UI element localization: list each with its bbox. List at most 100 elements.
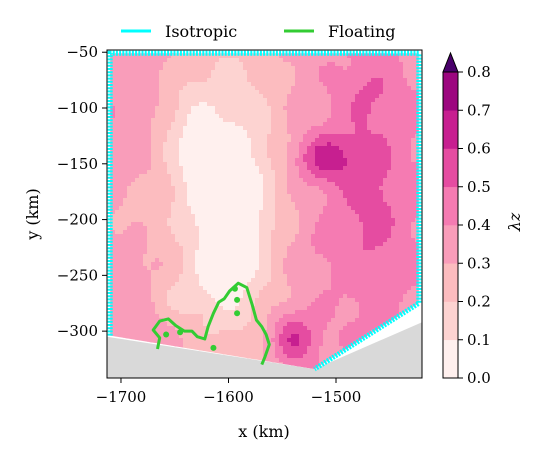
heatmap-cell — [307, 102, 312, 107]
heatmap-cell — [307, 58, 312, 63]
heatmap-cell — [115, 286, 120, 291]
heatmap-cell — [235, 242, 240, 247]
heatmap-cell — [167, 250, 172, 255]
heatmap-cell — [195, 182, 200, 187]
heatmap-cell — [239, 110, 244, 115]
heatmap-cell — [259, 278, 264, 283]
heatmap-cell — [239, 162, 244, 167]
heatmap-cell — [339, 314, 344, 319]
heatmap-cell — [299, 130, 304, 135]
heatmap-cell — [111, 122, 116, 127]
heatmap-cell — [207, 342, 212, 347]
heatmap-cell — [175, 94, 180, 99]
heatmap-cell — [135, 306, 140, 311]
heatmap-cell — [183, 318, 188, 323]
heatmap-cell — [287, 254, 292, 259]
heatmap-cell — [219, 170, 224, 175]
heatmap-cell — [119, 154, 124, 159]
heatmap-cell — [227, 166, 232, 171]
heatmap-cell — [111, 310, 116, 315]
heatmap-cell — [115, 302, 120, 307]
heatmap-cell — [159, 66, 164, 71]
heatmap-cell — [271, 254, 276, 259]
heatmap-cell — [339, 66, 344, 71]
heatmap-cell — [151, 122, 156, 127]
heatmap-cell — [123, 182, 128, 187]
heatmap-cell — [335, 322, 340, 327]
heatmap-cell — [283, 102, 288, 107]
heatmap-cell — [307, 110, 312, 115]
heatmap-cell — [343, 162, 348, 167]
heatmap-cell — [323, 206, 328, 211]
heatmap-cell — [163, 122, 168, 127]
heatmap-cell — [323, 254, 328, 259]
heatmap-cell — [191, 274, 196, 279]
heatmap-cell — [111, 86, 116, 91]
heatmap-cell — [151, 290, 156, 295]
heatmap-cell — [267, 53, 272, 55]
heatmap-cell — [191, 334, 196, 339]
heatmap-cell — [307, 350, 312, 355]
heatmap-cell — [199, 262, 204, 267]
heatmap-cell — [147, 170, 152, 175]
heatmap-cell — [227, 206, 232, 211]
heatmap-cell — [171, 294, 176, 299]
heatmap-cell — [203, 198, 208, 203]
heatmap-cell — [255, 210, 260, 215]
heatmap-cell — [155, 302, 160, 307]
heatmap-cell — [143, 218, 148, 223]
heatmap-cell — [187, 162, 192, 167]
heatmap-cell — [283, 58, 288, 63]
heatmap-cell — [335, 266, 340, 271]
heatmap-cell — [239, 206, 244, 211]
heatmap-cell — [267, 118, 272, 123]
heatmap-cell — [311, 162, 316, 167]
heatmap-cell — [115, 266, 120, 271]
heatmap-cell — [279, 102, 284, 107]
heatmap-cell — [171, 210, 176, 215]
heatmap-cell — [335, 66, 340, 71]
heatmap-cell — [127, 326, 132, 331]
heatmap-cell — [131, 58, 136, 63]
heatmap-cell — [259, 210, 264, 215]
heatmap-cell — [327, 210, 332, 215]
heatmap-cell — [247, 346, 252, 351]
heatmap-cell — [211, 342, 216, 347]
heatmap-cell — [123, 334, 128, 339]
heatmap-cell — [327, 282, 332, 287]
heatmap-cell — [323, 262, 328, 267]
heatmap-cell — [327, 266, 332, 271]
heatmap-cell — [143, 278, 148, 283]
heatmap-cell — [207, 234, 212, 239]
heatmap-cell — [251, 206, 256, 211]
heatmap-cell — [251, 74, 256, 79]
heatmap-cell — [331, 214, 336, 219]
heatmap-cell — [123, 274, 128, 279]
heatmap-cell — [151, 302, 156, 307]
heatmap-cell — [255, 118, 260, 123]
heatmap-cell — [287, 286, 292, 291]
heatmap-cell — [167, 70, 172, 75]
heatmap-cell — [327, 78, 332, 83]
heatmap-cell — [251, 90, 256, 95]
heatmap-cell — [227, 302, 232, 307]
heatmap-cell — [267, 266, 272, 271]
heatmap-cell — [251, 66, 256, 71]
heatmap-cell — [255, 62, 260, 67]
heatmap-cell — [335, 282, 340, 287]
heatmap-cell — [267, 178, 272, 183]
heatmap-cell — [267, 194, 272, 199]
heatmap-cell — [327, 118, 332, 123]
heatmap-cell — [131, 210, 136, 215]
heatmap-cell — [327, 294, 332, 299]
heatmap-cell — [143, 214, 148, 219]
heatmap-cell — [267, 250, 272, 255]
heatmap-cell — [267, 310, 272, 315]
heatmap-cell — [339, 170, 344, 175]
heatmap-cell — [203, 78, 208, 83]
heatmap-cell — [143, 154, 148, 159]
heatmap-cell — [263, 294, 268, 299]
heatmap-cell — [235, 130, 240, 135]
heatmap-cell — [311, 198, 316, 203]
heatmap-cell — [227, 266, 232, 271]
